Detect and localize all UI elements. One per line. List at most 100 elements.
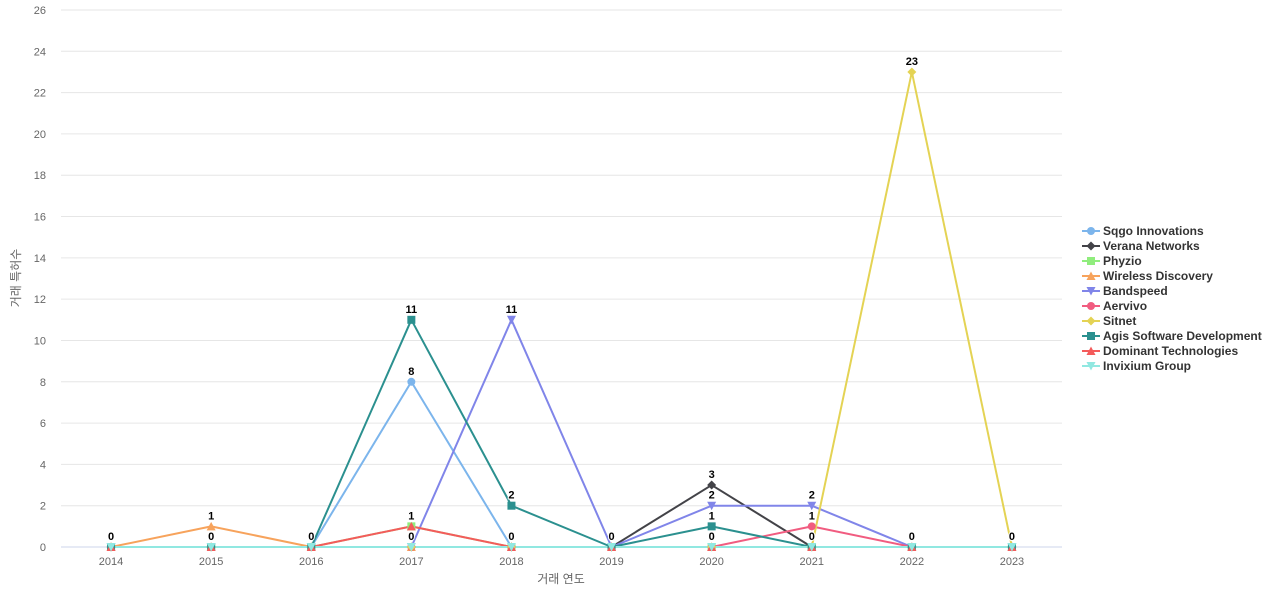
y-tick-label: 2 — [40, 501, 46, 513]
y-tick-label: 8 — [40, 377, 46, 389]
y-tick-label: 10 — [34, 335, 46, 347]
series-line-aervivo — [110, 525, 1013, 548]
x-tick-label: 2016 — [299, 556, 323, 568]
data-label: 0 — [909, 531, 915, 543]
y-axis-title: 거래 특허수 — [9, 249, 23, 308]
legend-item-sqgo-innovations[interactable]: Sqgo Innovations — [1082, 223, 1262, 238]
legend-marker-shape — [1087, 226, 1095, 235]
legend-label: Bandspeed — [1103, 283, 1168, 298]
data-point-invixium-group — [406, 543, 416, 552]
data-label: 0 — [809, 531, 815, 543]
data-label: 3 — [709, 469, 715, 481]
legend-item-bandspeed[interactable]: Bandspeed — [1082, 283, 1262, 298]
legend-item-dominant-technologies[interactable]: Dominant Technologies — [1082, 343, 1262, 358]
data-point-verana-networks — [707, 480, 717, 490]
legend-item-sitnet[interactable]: Sitnet — [1082, 313, 1262, 328]
x-tick-label: 2021 — [800, 556, 824, 568]
data-label: 0 — [208, 531, 214, 543]
series-lines — [110, 70, 1013, 548]
data-label: 1 — [208, 510, 214, 522]
data-point-invixium-group — [807, 543, 817, 552]
data-label: 0 — [108, 531, 114, 543]
y-tick-label: 0 — [40, 542, 46, 554]
data-label: 1 — [809, 510, 815, 522]
series-line-verana-networks — [110, 484, 1013, 548]
data-point-sqgo-innovations — [407, 377, 416, 386]
data-point-invixium-group — [907, 543, 917, 552]
legend-label: Sitnet — [1103, 313, 1137, 328]
data-label: 23 — [906, 56, 918, 68]
gridlines — [61, 9, 1062, 548]
legend-marker-shape — [1087, 301, 1095, 310]
data-point-invixium-group — [206, 543, 216, 552]
series-line-bandspeed — [110, 318, 1013, 548]
data-label: 8 — [408, 366, 414, 378]
legend-marker-shape — [1087, 331, 1095, 340]
series-markers — [106, 67, 1017, 552]
data-label: 2 — [508, 490, 514, 502]
legend-symbol — [1082, 301, 1100, 310]
legend-marker-shape — [1087, 256, 1095, 265]
x-axis-title: 거래 연도 — [537, 572, 585, 586]
y-tick-label: 26 — [34, 5, 46, 17]
data-point-bandspeed — [506, 315, 516, 325]
legend-label: Wireless Discovery — [1103, 268, 1213, 283]
legend-label: Dominant Technologies — [1103, 343, 1239, 358]
legend-symbol — [1082, 286, 1100, 295]
data-point-invixium-group — [106, 543, 116, 552]
data-label: 1 — [408, 510, 414, 522]
data-point-agis-software-development — [707, 522, 716, 531]
y-tick-label: 18 — [34, 170, 46, 182]
legend-item-phyzio[interactable]: Phyzio — [1082, 253, 1262, 268]
data-point-bandspeed — [707, 501, 717, 511]
data-label: 0 — [1009, 531, 1015, 543]
data-point-bandspeed — [807, 501, 817, 511]
data-labels: 0 1 0 0 11 8 1 0 11 2 0 0 3 2 1 0 2 1 0 23 0 0 — [107, 55, 1016, 544]
legend-item-aervivo[interactable]: Aervivo — [1082, 298, 1262, 313]
x-tick-label: 2015 — [199, 556, 223, 568]
legend-symbol — [1082, 241, 1100, 250]
legend-item-agis-software-development[interactable]: Agis Software Development — [1082, 328, 1262, 343]
data-point-invixium-group — [707, 543, 717, 552]
data-point-agis-software-development — [507, 501, 516, 510]
legend-label: Phyzio — [1103, 253, 1142, 268]
series-line-phyzio — [110, 525, 1013, 548]
legend-symbol — [1082, 226, 1100, 235]
x-tick-label: 2020 — [699, 556, 723, 568]
legend-symbol — [1082, 256, 1100, 265]
data-label: 0 — [608, 531, 614, 543]
x-tick-label: 2022 — [900, 556, 924, 568]
legend-marker-shape — [1086, 286, 1096, 295]
legend-symbol — [1082, 346, 1100, 355]
legend-item-invixium-group[interactable]: Invixium Group — [1082, 358, 1262, 373]
y-tick-label: 4 — [40, 459, 46, 471]
y-tick-label: 24 — [34, 46, 46, 58]
legend-label: Aervivo — [1103, 298, 1148, 313]
legend-marker-shape — [1086, 346, 1096, 355]
series-line-wireless-discovery — [110, 525, 1013, 548]
legend-marker-shape — [1086, 271, 1096, 280]
data-label: 2 — [809, 490, 815, 502]
legend-item-verana-networks[interactable]: Verana Networks — [1082, 238, 1262, 253]
data-label: 0 — [709, 531, 715, 543]
data-point-agis-software-development — [407, 315, 416, 324]
data-point-dominant-technologies — [406, 521, 416, 531]
data-label: 0 — [408, 531, 414, 543]
legend-label: Agis Software Development — [1103, 328, 1262, 343]
x-tick-label: 2023 — [1000, 556, 1024, 568]
legend-symbol — [1082, 361, 1100, 370]
data-point-sitnet — [907, 67, 917, 77]
data-label: 2 — [709, 490, 715, 502]
y-tick-label: 16 — [34, 212, 46, 224]
data-point-invixium-group — [607, 543, 617, 552]
x-tick-label: 2017 — [399, 556, 423, 568]
y-tick-label: 20 — [34, 129, 46, 141]
legend-label: Sqgo Innovations — [1103, 223, 1204, 238]
legend-label: Verana Networks — [1103, 238, 1200, 253]
legend-symbol — [1082, 316, 1100, 325]
data-label: 11 — [406, 304, 418, 316]
legend-marker-shape — [1086, 361, 1096, 370]
legend-item-wireless-discovery[interactable]: Wireless Discovery — [1082, 268, 1262, 283]
